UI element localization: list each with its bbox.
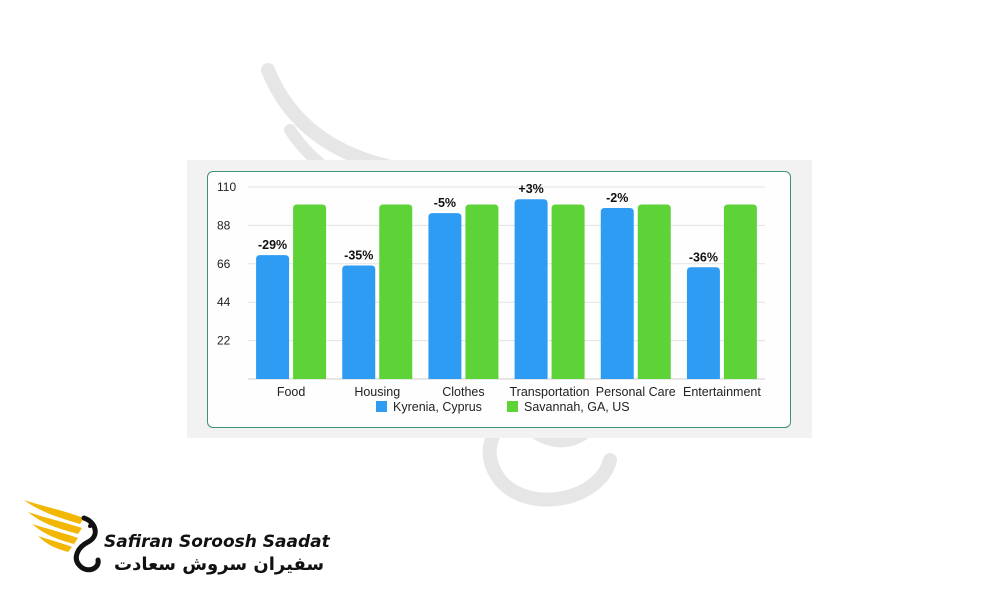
- logo-text-persian: سفیران سروش سعادت: [114, 554, 325, 575]
- y-tick-label: 66: [217, 257, 231, 271]
- data-label: +3%: [518, 182, 543, 196]
- company-logo: Safiran Soroosh Saadat سفیران سروش سعادت: [22, 496, 330, 586]
- data-label: -2%: [606, 191, 628, 205]
- chart-bars: [256, 199, 757, 379]
- chart-legend: Kyrenia, Cyprus Savannah, GA, US: [376, 400, 630, 414]
- x-category-label: Transportation: [510, 385, 590, 399]
- bar-kyrenia-personal-care: [600, 207, 634, 379]
- bar-kyrenia-clothes: [428, 213, 462, 379]
- x-category-label: Housing: [354, 385, 400, 399]
- y-tick-label: 44: [217, 295, 231, 309]
- data-label: -35%: [344, 249, 373, 263]
- data-label: -5%: [434, 196, 456, 210]
- bar-savannah-entertainment: [723, 204, 757, 379]
- bar-kyrenia-housing: [342, 265, 376, 379]
- legend-swatch: [376, 401, 387, 412]
- bar-savannah-housing: [379, 204, 413, 379]
- bar-kyrenia-transportation: [514, 199, 548, 379]
- bar-savannah-clothes: [465, 204, 499, 379]
- bar-kyrenia-food: [256, 255, 290, 379]
- x-category-label: Food: [277, 385, 306, 399]
- chart-gridlines: [248, 186, 765, 380]
- data-label: -36%: [689, 250, 718, 264]
- y-axis-ticks: 22 44 66 88 110: [217, 180, 236, 348]
- logo-text-english: Safiran Soroosh Saadat: [104, 532, 330, 552]
- legend-swatch: [507, 401, 518, 412]
- y-tick-label: 110: [217, 180, 236, 194]
- y-tick-label: 88: [217, 218, 231, 232]
- legend-label: Savannah, GA, US: [524, 400, 630, 414]
- x-category-label: Entertainment: [683, 385, 761, 399]
- data-label: -29%: [258, 238, 287, 252]
- bar-savannah-transportation: [551, 204, 585, 379]
- chart-data-labels: -29% -35% -5% +3% -2% -36%: [258, 182, 718, 264]
- x-category-label: Personal Care: [596, 385, 676, 399]
- legend-label: Kyrenia, Cyprus: [393, 400, 482, 414]
- x-category-label: Clothes: [442, 385, 484, 399]
- bar-savannah-personal-care: [637, 204, 671, 379]
- bar-savannah-food: [293, 204, 327, 379]
- x-axis-categories: Food Housing Clothes Transportation Personal…: [277, 385, 762, 399]
- bar-kyrenia-entertainment: [686, 267, 720, 379]
- golden-wing-icon: [24, 500, 101, 573]
- y-tick-label: 22: [217, 334, 231, 348]
